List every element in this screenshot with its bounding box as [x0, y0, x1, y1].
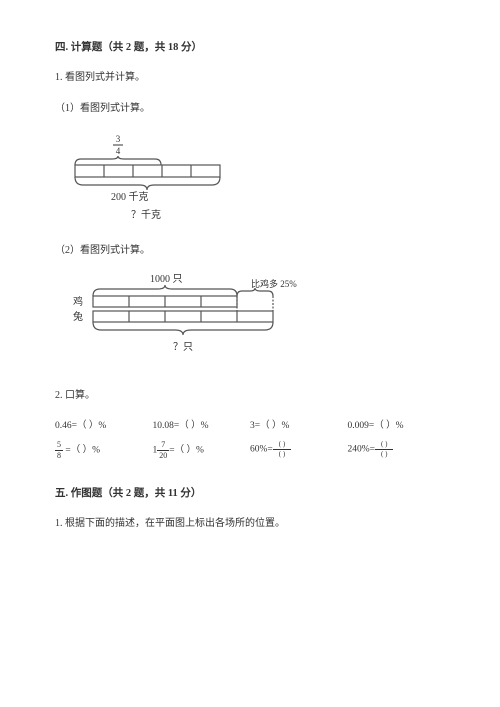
svg-text:兔: 兔	[73, 310, 83, 323]
svg-text:3: 3	[116, 134, 121, 144]
calc-1a: 0.46=（ ）%	[55, 419, 153, 433]
calc-row-1: 0.46=（ ）% 10.08=（ ）% 3=（ ）% 0.009=（ ）%	[55, 419, 445, 433]
calc-2c: 60%=( )( )	[250, 441, 348, 460]
svg-text:？只: ？只	[173, 342, 193, 353]
calc-2a: 58 =（ ）%	[55, 441, 153, 460]
q1-sub2: （2）看图列式计算。	[55, 243, 445, 258]
svg-text:200 千克: 200 千克	[111, 191, 149, 203]
svg-text:4: 4	[116, 146, 121, 156]
q2-title: 2. 口算。	[55, 388, 445, 403]
calc-1c: 3=（ ）%	[250, 419, 348, 433]
diagram-2: 1000 只 鸡 兔 比鸡多 25% ？只	[55, 272, 445, 370]
calc-1d: 0.009=（ ）%	[348, 419, 446, 433]
q1-sub1: （1）看图列式计算。	[55, 101, 445, 116]
calc-row-2: 58 =（ ）% 1720=（ ）% 60%=( )( ) 240%=( )( …	[55, 441, 445, 460]
svg-text:鸡: 鸡	[73, 295, 83, 308]
q1-title: 1. 看图列式并计算。	[55, 70, 445, 85]
svg-text:1000 只: 1000 只	[150, 274, 183, 285]
calc-2d: 240%=( )( )	[348, 441, 446, 460]
calc-2b: 1720=（ ）%	[153, 441, 251, 460]
diagram-1: 3 4 200 千克 ？千克	[55, 130, 445, 225]
s5-q1: 1. 根据下面的描述，在平面图上标出各场所的位置。	[55, 516, 445, 531]
svg-text:？千克: ？千克	[131, 209, 161, 221]
section4-header: 四. 计算题（共 2 题，共 18 分）	[55, 40, 445, 56]
svg-text:比鸡多 25%: 比鸡多 25%	[251, 278, 297, 289]
calc-1b: 10.08=（ ）%	[153, 419, 251, 433]
section5-header: 五. 作图题（共 2 题，共 11 分）	[55, 486, 445, 502]
